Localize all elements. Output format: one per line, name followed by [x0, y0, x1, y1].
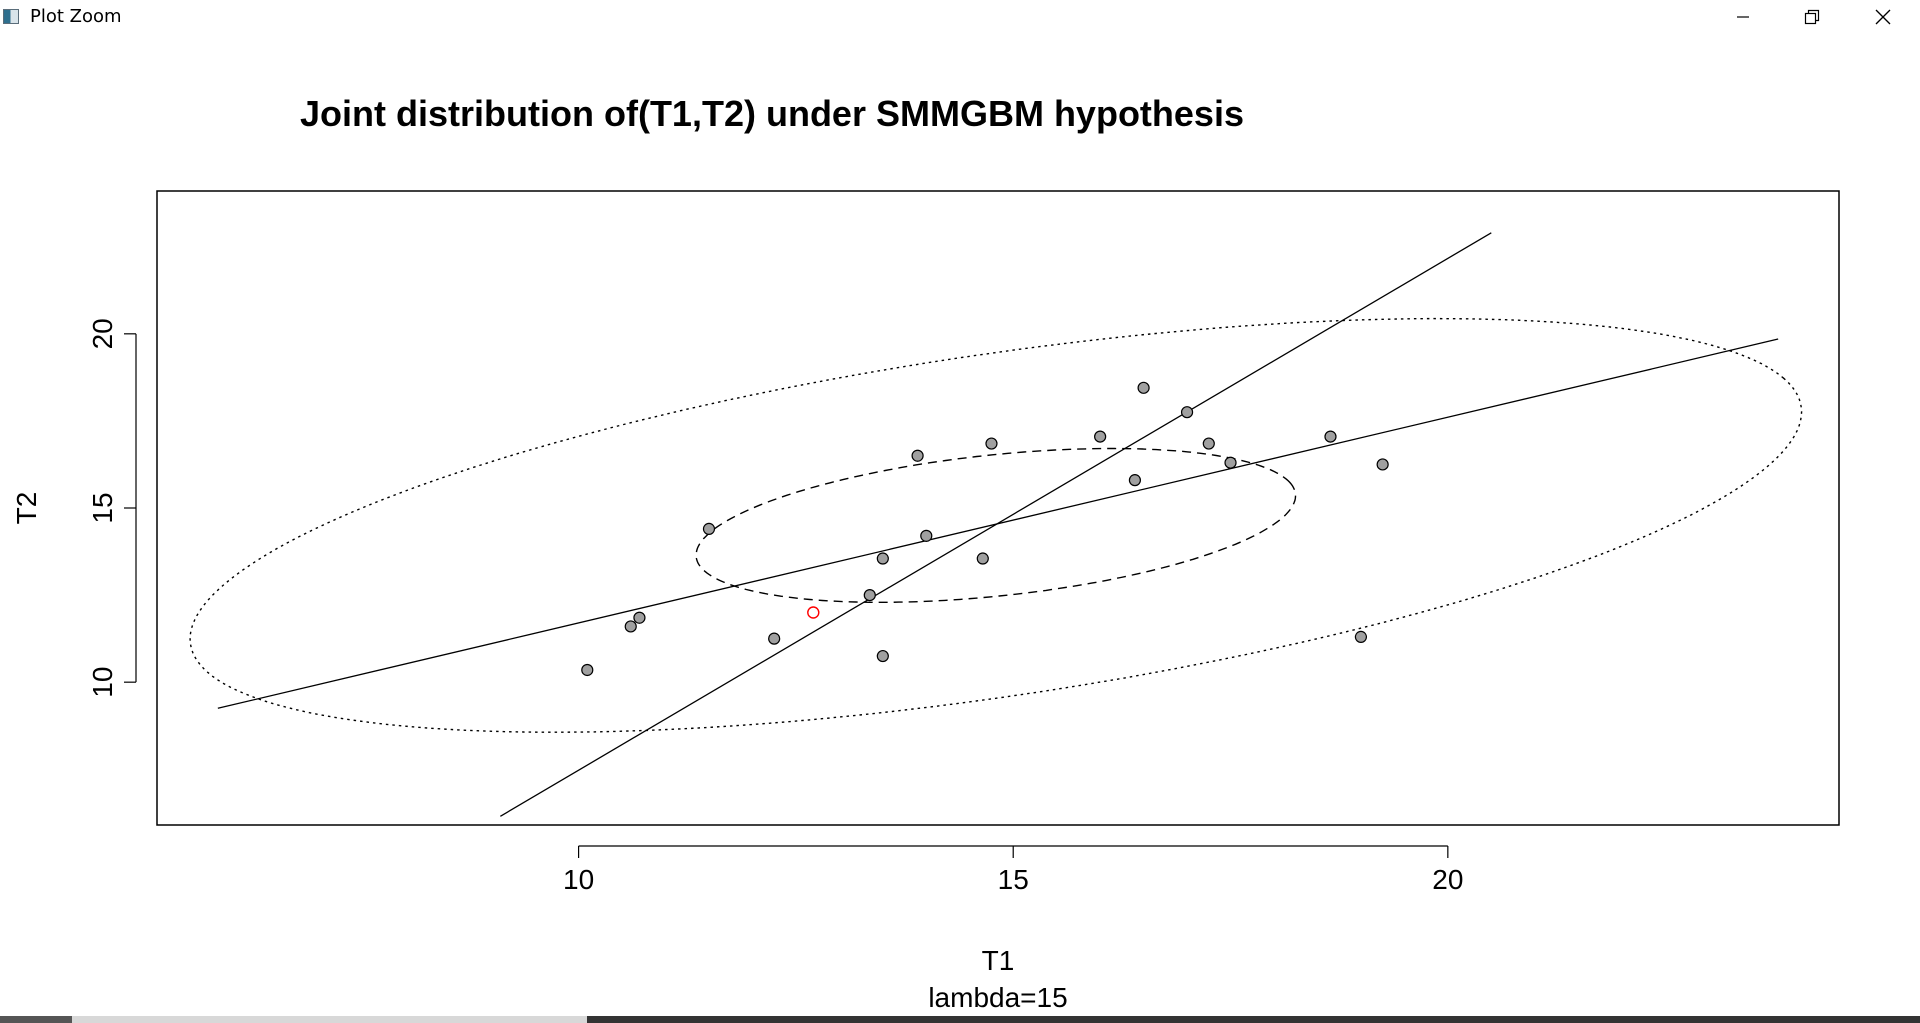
- data-point: [876, 649, 889, 663]
- confidence-ellipse-dotted: [189, 317, 1803, 733]
- data-point: [863, 588, 876, 602]
- x-axis-label: T1: [982, 945, 1015, 976]
- x-tick-label: 10: [563, 864, 594, 895]
- data-point: [976, 552, 989, 565]
- data-point: [1180, 406, 1194, 419]
- y-tick-label: 10: [87, 667, 118, 698]
- data-point: [1137, 381, 1150, 394]
- close-button[interactable]: [1851, 0, 1915, 34]
- restore-button[interactable]: [1780, 0, 1844, 34]
- x-tick-label: 15: [998, 864, 1029, 895]
- chart-subtitle: lambda=15: [928, 982, 1067, 1013]
- data-points: [581, 381, 1389, 677]
- data-point: [581, 663, 594, 677]
- regression-line-2: [500, 232, 1492, 817]
- data-point: [1354, 630, 1368, 643]
- x-tick-label: 20: [1432, 864, 1463, 895]
- bottom-strip-left: [0, 1016, 72, 1023]
- data-point: [876, 552, 889, 565]
- data-point: [702, 522, 716, 536]
- data-point: [1094, 430, 1107, 443]
- minimize-icon: [1737, 16, 1749, 18]
- data-point: [985, 437, 998, 450]
- data-point: [768, 632, 781, 645]
- data-point: [633, 611, 646, 624]
- highlighted-point: [807, 606, 820, 619]
- axes: 10 15 20 10 15 20: [87, 318, 1463, 895]
- app-icon: [3, 9, 19, 24]
- data-point: [1202, 437, 1215, 450]
- data-point: [1376, 458, 1389, 471]
- y-tick-label: 15: [87, 492, 118, 523]
- ellipse-layer: [189, 317, 1803, 733]
- minimize-button[interactable]: [1711, 0, 1775, 34]
- regression-lines: [217, 232, 1779, 817]
- data-point: [624, 620, 637, 633]
- restore-icon: [1804, 9, 1820, 25]
- confidence-ellipse-dashed: [695, 447, 1297, 603]
- plot-canvas: Joint distribution of(T1,T2) under SMMGB…: [11, 93, 1840, 1013]
- y-tick-label: 20: [87, 318, 118, 349]
- data-point: [1224, 456, 1237, 469]
- bottom-strip-mid: [72, 1016, 587, 1023]
- chart-title: Joint distribution of(T1,T2) under SMMGB…: [300, 93, 1244, 134]
- close-icon: [1875, 9, 1891, 25]
- data-point: [1324, 430, 1337, 443]
- bottom-strip-right: [587, 1016, 1920, 1023]
- plot-box: [156, 190, 1840, 826]
- data-point: [920, 529, 933, 542]
- y-axis-label: T2: [11, 492, 42, 525]
- data-point: [911, 449, 924, 462]
- window-title: Plot Zoom: [30, 6, 122, 27]
- title-bar: Plot Zoom: [0, 0, 1920, 36]
- data-point: [1128, 474, 1142, 487]
